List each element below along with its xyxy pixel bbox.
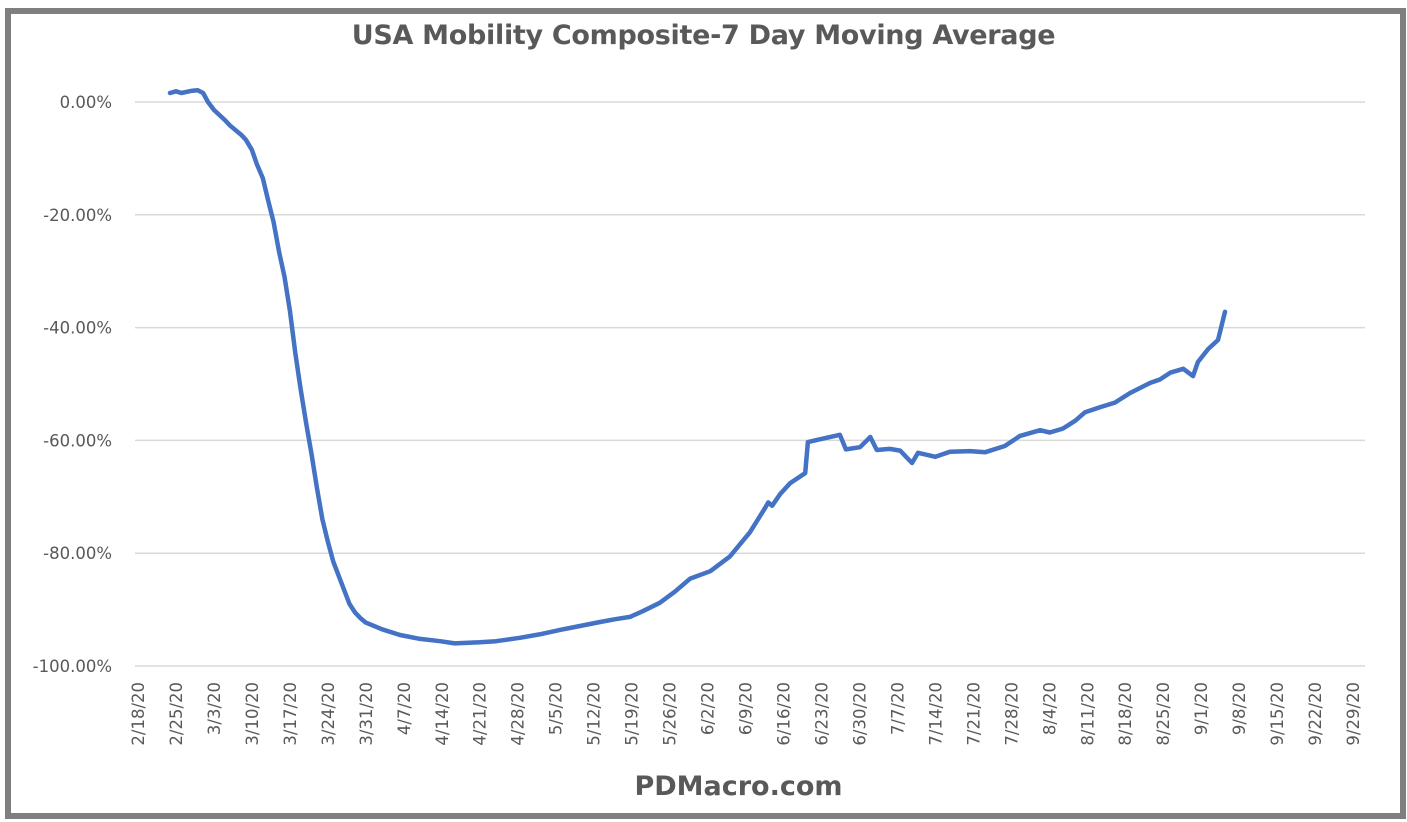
x-tick-label: 8/25/20 — [1154, 682, 1173, 746]
x-tick-label: 8/18/20 — [1116, 682, 1135, 746]
x-tick-label: 3/10/20 — [243, 682, 262, 746]
series-layer — [167, 87, 1228, 646]
x-tick-label: 9/1/20 — [1192, 682, 1211, 735]
x-tick-label: 5/19/20 — [623, 682, 642, 746]
y-axis-tick-labels: 0.00% -20.00% -40.00% -60.00% -80.00% -100.00… — [33, 93, 112, 676]
x-tick-label: 5/26/20 — [661, 682, 680, 746]
chart-footer-watermark: PDMacro.com — [634, 771, 843, 802]
x-tick-label: 6/16/20 — [774, 682, 793, 746]
x-tick-label: 6/23/20 — [812, 682, 831, 746]
x-tick-label: 4/14/20 — [433, 682, 452, 746]
x-tick-label: 5/12/20 — [585, 682, 604, 746]
x-tick-label: 2/18/20 — [129, 682, 148, 746]
x-axis-tick-labels: 2/18/20 2/25/20 3/3/20 3/10/20 3/17/20 3/24/2… — [129, 682, 1363, 746]
x-tick-label: 9/29/20 — [1344, 682, 1363, 746]
x-tick-label: 4/21/20 — [471, 682, 490, 746]
x-tick-label: 3/31/20 — [357, 682, 376, 746]
x-tick-label: 7/28/20 — [1002, 682, 1021, 746]
y-tick-label: -80.00% — [43, 544, 112, 563]
x-tick-label: 9/22/20 — [1306, 682, 1325, 746]
x-tick-label: 3/24/20 — [319, 682, 338, 746]
y-tick-label: -100.00% — [33, 657, 112, 676]
series-line-usa-mobility — [167, 87, 1228, 646]
x-tick-label: 2/25/20 — [167, 682, 186, 746]
gridlines — [135, 101, 1365, 667]
y-tick-label: -20.00% — [43, 206, 112, 225]
x-tick-label: 4/7/20 — [395, 682, 414, 735]
x-tick-label: 5/5/20 — [547, 682, 566, 735]
y-tick-label: -60.00% — [43, 431, 112, 450]
x-tick-label: 6/2/20 — [699, 682, 718, 735]
chart-frame — [5, 8, 1406, 819]
x-tick-label: 7/7/20 — [888, 682, 907, 735]
x-tick-label: 3/3/20 — [205, 682, 224, 735]
x-tick-label: 8/11/20 — [1078, 682, 1097, 746]
x-tick-label: 4/28/20 — [509, 682, 528, 746]
x-tick-label: 9/15/20 — [1268, 682, 1287, 746]
x-tick-label: 7/21/20 — [964, 682, 983, 746]
x-tick-label: 3/17/20 — [281, 682, 300, 746]
x-tick-label: 6/30/20 — [850, 682, 869, 746]
y-tick-label: -40.00% — [43, 319, 112, 338]
x-tick-label: 6/9/20 — [737, 682, 756, 735]
x-tick-label: 7/14/20 — [926, 682, 945, 746]
y-tick-label: 0.00% — [60, 93, 112, 112]
chart-title: USA Mobility Composite-7 Day Moving Aver… — [351, 20, 1056, 51]
x-tick-label: 8/4/20 — [1040, 682, 1059, 735]
x-tick-label: 9/8/20 — [1230, 682, 1249, 735]
